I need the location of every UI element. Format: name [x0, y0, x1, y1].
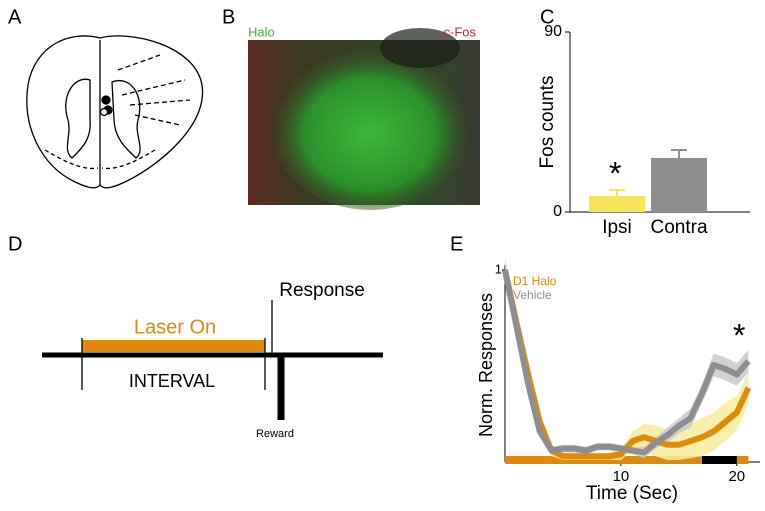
- diagram-label: Response: [279, 280, 365, 301]
- x-tick-label: Contra: [650, 217, 707, 238]
- diagram-label: INTERVAL: [129, 371, 215, 391]
- x-tick-label: 10: [613, 468, 630, 485]
- y-tick-label: 0: [553, 203, 562, 220]
- timeline-diagram: Response Laser On INTERVAL Reward: [42, 280, 383, 440]
- series-line: [502, 269, 751, 456]
- diagram-label: Laser On: [134, 316, 216, 338]
- y-axis-label: Fos counts: [537, 76, 558, 169]
- y-axis-label: Norm. Responses: [476, 293, 496, 437]
- annotation: *: [609, 155, 621, 191]
- error-bar: [671, 149, 687, 158]
- image-label: Halo: [248, 24, 275, 39]
- y-tick-label: 90: [544, 23, 562, 40]
- laser-bar: [82, 340, 265, 352]
- brain-section: [26, 35, 204, 189]
- x-tick-label: 20: [728, 468, 745, 485]
- legend-label: Vehicle: [513, 288, 552, 302]
- error-bar: [609, 189, 625, 196]
- panel-labels: A B C D E: [8, 6, 554, 255]
- legend-label: D1 Halo: [513, 274, 557, 288]
- laser-period: [505, 456, 749, 464]
- fluorescence-image: Halo c-Fos: [248, 24, 480, 210]
- panel-label: B: [222, 6, 235, 28]
- panel-label: C: [540, 6, 554, 28]
- laser-period-end: [702, 456, 737, 464]
- panel-label: E: [450, 233, 463, 255]
- bar: [651, 158, 707, 212]
- panel-label: D: [8, 233, 22, 255]
- x-axis-label: Time (Sec): [586, 483, 678, 504]
- x-tick-label: Ipsi: [602, 217, 632, 238]
- error-band: [505, 264, 749, 460]
- y-tick-label: 1: [495, 261, 502, 276]
- diagram-label: Reward: [256, 428, 294, 440]
- panel-label: A: [8, 6, 22, 28]
- annotation: *: [733, 317, 745, 353]
- bar: [589, 196, 645, 212]
- image-label: c-Fos: [444, 24, 477, 39]
